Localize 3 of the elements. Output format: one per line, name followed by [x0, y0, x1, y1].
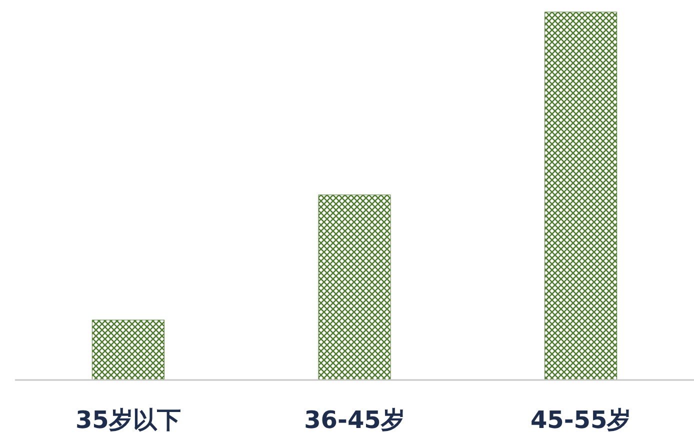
- x-tick-label: 35岁以下: [75, 406, 181, 434]
- x-tick-label: 36-45岁: [304, 406, 405, 434]
- x-tick-label: 45-55岁: [530, 406, 632, 434]
